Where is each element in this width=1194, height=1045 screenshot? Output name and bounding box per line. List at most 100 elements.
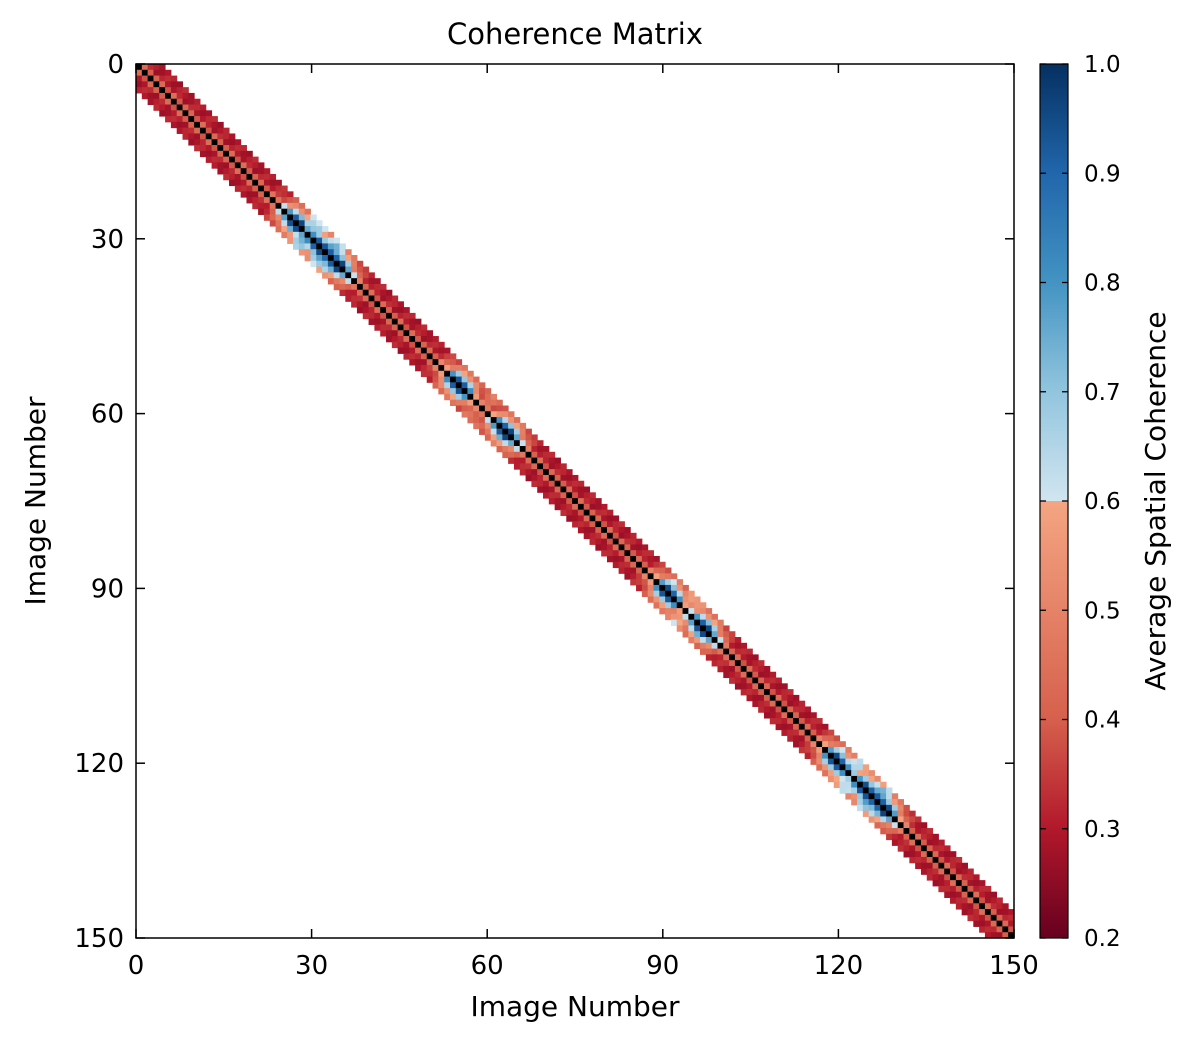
heatmap-cell [159, 92, 166, 100]
heatmap-cell [560, 492, 567, 499]
heatmap-cell [304, 255, 311, 262]
heatmap-cell [211, 116, 218, 123]
heatmap-cell [676, 602, 684, 609]
heatmap-cell [606, 509, 614, 516]
heatmap-cell [822, 764, 829, 771]
heatmap-cell [705, 637, 713, 644]
heatmap-cell [729, 660, 736, 667]
heatmap-cell [752, 694, 759, 702]
heatmap-cell [199, 139, 207, 146]
heatmap-cell [624, 567, 631, 574]
heatmap-cell [636, 538, 643, 545]
heatmap-cell [769, 718, 777, 725]
heatmap-cell [723, 642, 730, 650]
heatmap-cell [292, 243, 300, 250]
heatmap-cell [339, 289, 346, 297]
heatmap-cell [793, 694, 800, 702]
heatmap-cell [449, 370, 457, 378]
heatmap-cell [194, 110, 201, 117]
heatmap-cell [606, 521, 614, 528]
heatmap-cell [194, 145, 201, 152]
heatmap-cell [502, 405, 509, 412]
heatmap-cell [223, 162, 230, 169]
heatmap-cell [234, 162, 242, 169]
heatmap-cell [345, 272, 352, 279]
heatmap-cell [409, 318, 416, 325]
heatmap-cell [473, 399, 480, 406]
heatmap-cell [479, 388, 486, 395]
heatmap-cell [874, 793, 881, 800]
colorbar-tick-label: 0.2 [1084, 926, 1121, 952]
heatmap-cell [438, 347, 445, 354]
heatmap-cell [479, 405, 486, 412]
heatmap-cell [467, 405, 474, 412]
heatmap-cell [891, 833, 899, 841]
heatmap-cell [612, 544, 620, 551]
heatmap-cell [566, 498, 573, 505]
heatmap-cell [432, 364, 439, 372]
heatmap-cell [990, 932, 998, 939]
heatmap-cell [479, 382, 486, 389]
heatmap-cell [938, 885, 945, 893]
heatmap-cell [310, 255, 317, 262]
heatmap-cell [705, 619, 713, 626]
heatmap-cell [746, 665, 753, 673]
heatmap-cell [984, 914, 992, 922]
heatmap-cell [188, 92, 195, 100]
heatmap-cell [787, 694, 794, 702]
heatmap-cell [362, 278, 370, 285]
heatmap-cell [944, 868, 951, 875]
heatmap-cell [229, 145, 236, 152]
heatmap-cell [484, 417, 492, 424]
heatmap-cell [229, 139, 236, 146]
heatmap-cell [897, 804, 905, 812]
heatmap-cell [467, 382, 474, 389]
heatmap-cell [368, 295, 375, 302]
heatmap-cell [333, 260, 341, 268]
heatmap-cell [199, 121, 207, 129]
heatmap-cell [205, 156, 213, 163]
heatmap-cell [955, 885, 963, 893]
heatmap-cell [822, 729, 829, 736]
heatmap-cell [432, 376, 439, 383]
heatmap-cell [932, 833, 939, 841]
heatmap-cell [461, 364, 468, 372]
heatmap-cell [403, 341, 410, 349]
heatmap-cell [287, 220, 294, 227]
heatmap-cell [397, 307, 404, 314]
heatmap-cell [775, 683, 782, 690]
heatmap-cell [374, 324, 381, 331]
heatmap-cell [996, 920, 1003, 927]
heatmap-cell [688, 613, 695, 621]
heatmap-cell [304, 220, 311, 227]
x-tick-label: 0 [128, 951, 145, 981]
heatmap-cell [147, 64, 154, 71]
heatmap-cell [845, 775, 852, 783]
heatmap-cell [752, 665, 759, 673]
heatmap-cell [804, 729, 811, 736]
heatmap-cell [304, 231, 311, 239]
heatmap-cell [298, 243, 306, 250]
heatmap-cell [304, 226, 311, 233]
heatmap-cell [827, 770, 835, 777]
heatmap-cell [996, 932, 1003, 939]
heatmap-cell [386, 312, 393, 320]
heatmap-cell [734, 660, 742, 667]
heatmap-cell [519, 469, 527, 476]
heatmap-cell [519, 422, 527, 430]
heatmap-cell [769, 712, 777, 719]
heatmap-cell [688, 625, 695, 632]
heatmap-cell [386, 301, 393, 308]
heatmap-cell [920, 862, 928, 870]
heatmap-cell [484, 434, 492, 441]
heatmap-cell [217, 156, 224, 163]
heatmap-cell [583, 492, 591, 499]
heatmap-cell [909, 822, 916, 829]
heatmap-cell [636, 584, 643, 592]
heatmap-cell [630, 544, 637, 551]
heatmap-cell [938, 845, 945, 852]
heatmap-cell [577, 509, 585, 516]
heatmap-cell [432, 341, 439, 349]
heatmap-cell [891, 804, 899, 812]
heatmap-cell [229, 162, 236, 169]
